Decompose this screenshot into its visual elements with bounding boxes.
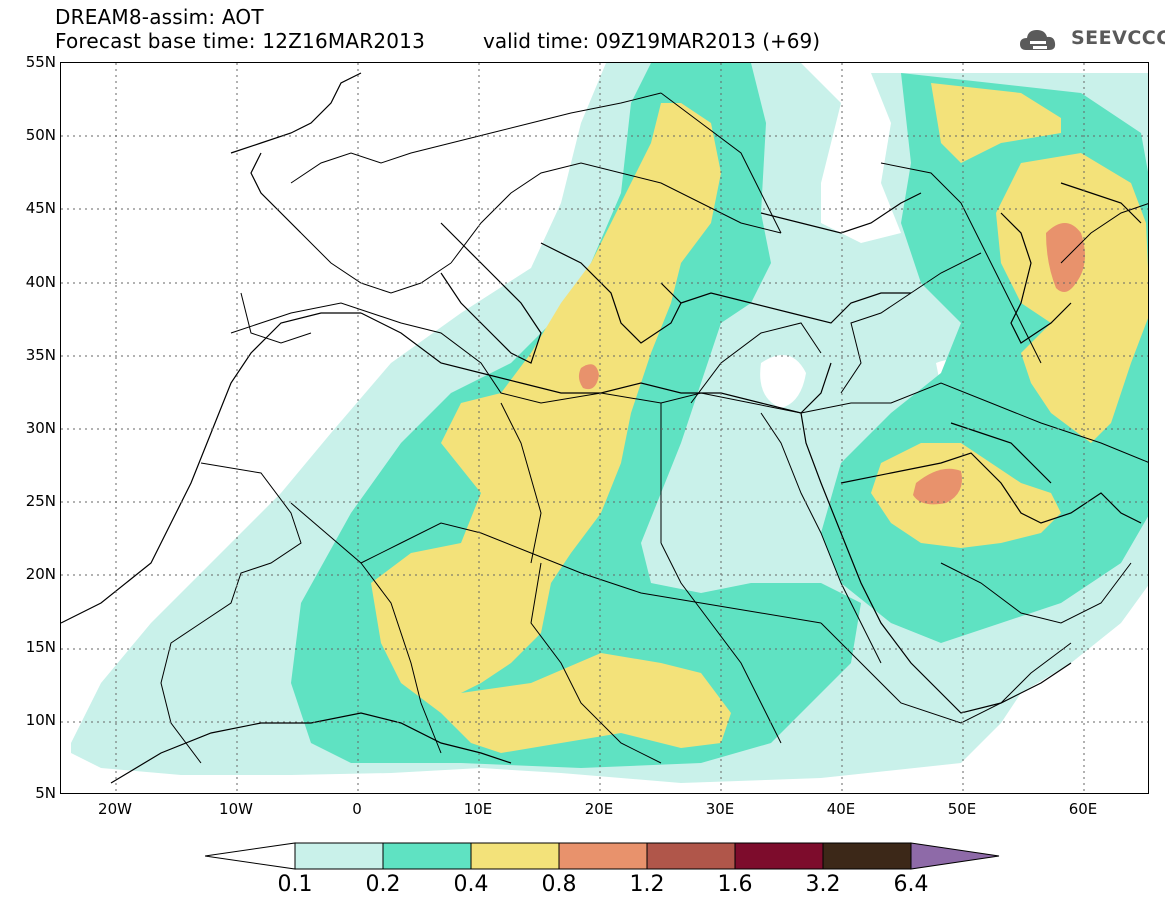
lat-label: 45N — [25, 199, 56, 217]
lon-label: 20W — [98, 800, 132, 818]
lon-label: 20E — [584, 800, 614, 818]
colorbar-under-arrow — [205, 842, 296, 870]
colorbar-label: 1.6 — [717, 872, 753, 897]
lat-lon-grid — [61, 63, 1148, 793]
lat-label: 40N — [25, 273, 56, 291]
lon-label: 50E — [947, 800, 977, 818]
lon-label: 60E — [1068, 800, 1098, 818]
colorbar-label: 3.2 — [805, 872, 841, 897]
lon-label: 30E — [705, 800, 735, 818]
colorbar-label: 6.4 — [893, 872, 929, 897]
aot-level-0.8 — [578, 364, 599, 390]
colorbar-label: 0.1 — [277, 872, 313, 897]
colorbar-swatch — [646, 842, 736, 870]
colorbar-label: 0.8 — [541, 872, 577, 897]
lat-label: 50N — [25, 126, 56, 144]
colorbar-label: 1.2 — [629, 872, 665, 897]
map-title: DREAM8-assim: AOT — [55, 5, 264, 29]
lat-label: 25N — [25, 492, 56, 510]
colorbar-label: 0.2 — [365, 872, 401, 897]
colorbar-swatch — [558, 842, 648, 870]
forecast-base-time: Forecast base time: 12Z16MAR2013 — [55, 29, 426, 53]
lat-label: 35N — [25, 346, 56, 364]
lon-label: 40E — [826, 800, 856, 818]
coastlines — [61, 72, 1142, 784]
lat-label: 10N — [25, 711, 56, 729]
colorbar — [205, 842, 1000, 870]
colorbar-swatch — [734, 842, 824, 870]
lon-label: 10E — [463, 800, 493, 818]
logo-text: SEEVCCC — [1071, 27, 1165, 49]
lat-label: 20N — [25, 565, 56, 583]
lat-label: 5N — [35, 784, 56, 802]
lon-label: 10W — [219, 800, 253, 818]
colorbar-label: 0.4 — [453, 872, 489, 897]
lat-label: 30N — [25, 419, 56, 437]
lat-label: 55N — [25, 53, 56, 71]
colorbar-swatch — [822, 842, 912, 870]
valid-time: valid time: 09Z19MAR2013 (+69) — [483, 29, 821, 53]
aot-map — [61, 63, 1148, 793]
colorbar-swatch — [382, 842, 472, 870]
lon-label: 0 — [352, 800, 362, 818]
colorbar-swatch — [294, 842, 384, 870]
lat-label: 15N — [25, 638, 56, 656]
cloud-logo-icon — [1020, 30, 1056, 50]
colorbar-swatch — [470, 842, 560, 870]
colorbar-over-arrow — [910, 842, 1000, 870]
map-panel — [60, 62, 1149, 794]
aot-level-0.4 — [371, 103, 731, 753]
